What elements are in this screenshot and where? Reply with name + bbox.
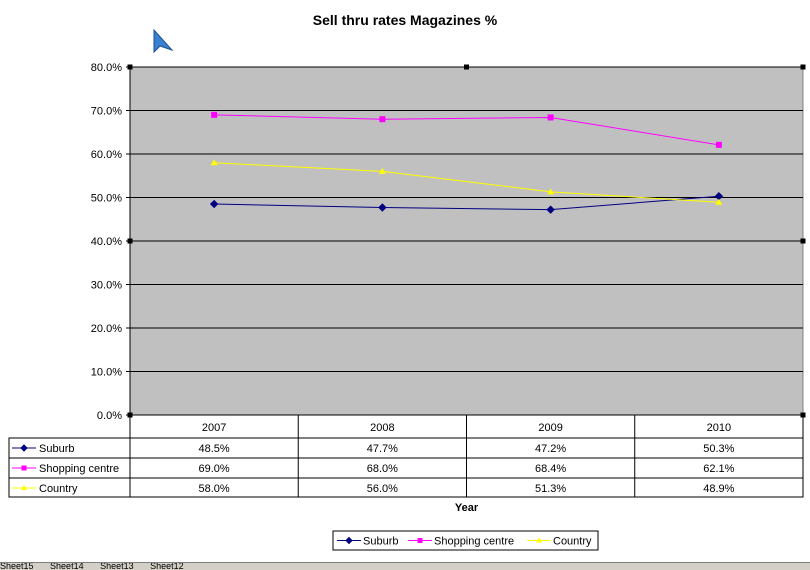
data-point xyxy=(715,141,722,148)
data-point xyxy=(379,116,386,123)
data-label: 47.7% xyxy=(367,443,398,455)
table-legend-marker xyxy=(21,465,27,471)
legend-entry: Suburb xyxy=(363,536,398,548)
legend xyxy=(332,530,599,551)
selection-handle xyxy=(127,64,133,70)
series-line-shopping-centre xyxy=(214,114,719,146)
selection-handle xyxy=(800,64,806,70)
data-label: 69.0% xyxy=(199,463,230,475)
table-series-label: Shopping centre xyxy=(39,463,119,475)
data-label: 58.0% xyxy=(199,483,230,495)
x-axis-label: Year xyxy=(455,502,479,514)
mouse-cursor-icon xyxy=(153,28,174,54)
legend-entry: Country xyxy=(553,536,592,548)
series-line-country xyxy=(214,162,719,203)
y-tick-label: 30.0% xyxy=(91,280,122,292)
sheet-tab[interactable]: Sheet13 xyxy=(100,562,134,570)
legend-entry: Shopping centre xyxy=(434,536,514,548)
legend-marker xyxy=(417,538,423,543)
table-legend-marker xyxy=(20,444,28,452)
data-point xyxy=(378,167,386,174)
data-point xyxy=(547,188,555,195)
data-point xyxy=(715,198,723,205)
y-tick-label: 20.0% xyxy=(91,323,122,335)
data-label: 48.5% xyxy=(199,443,230,455)
table-series-label: Country xyxy=(39,483,78,495)
selection-handle xyxy=(800,238,806,244)
y-tick-label: 40.0% xyxy=(91,236,122,248)
sheet-tab[interactable]: Sheet14 xyxy=(50,562,84,570)
series-line-suburb xyxy=(214,195,719,211)
data-label: 68.4% xyxy=(535,463,566,475)
legend-marker xyxy=(536,537,542,543)
data-table-border xyxy=(8,437,804,498)
y-tick-label: 70.0% xyxy=(91,106,122,118)
selection-handle xyxy=(464,64,469,70)
x-tick-label: 2007 xyxy=(202,422,226,434)
data-label: 50.3% xyxy=(703,443,734,455)
data-label: 68.0% xyxy=(367,463,398,475)
x-tick-label: 2008 xyxy=(370,422,394,434)
data-point xyxy=(547,114,554,121)
data-point xyxy=(378,203,387,212)
chart-title: Sell thru rates Magazines % xyxy=(312,12,498,28)
data-point xyxy=(209,199,219,209)
y-tick-label: 10.0% xyxy=(91,367,122,379)
y-tick-label: 60.0% xyxy=(91,149,122,161)
x-tick-label: 2009 xyxy=(538,422,562,434)
data-label: 47.2% xyxy=(535,443,566,455)
selection-handle xyxy=(127,238,133,244)
data-label: 48.9% xyxy=(703,483,734,495)
y-tick-label: 0.0% xyxy=(97,410,122,422)
sheet-tab[interactable]: Sheet15 xyxy=(0,562,34,570)
table-legend-marker xyxy=(21,485,27,490)
legend-marker xyxy=(345,536,353,545)
data-point xyxy=(546,205,555,214)
sheet-tab-bar[interactable]: Sheet15 Sheet14 Sheet13 Sheet12 xyxy=(0,562,810,570)
x-tick-label: 2010 xyxy=(707,422,731,434)
data-label: 51.3% xyxy=(535,483,566,495)
data-label: 62.1% xyxy=(703,463,734,475)
sheet-tab[interactable]: Sheet12 xyxy=(150,562,184,570)
data-point xyxy=(210,159,218,166)
data-label: 56.0% xyxy=(367,483,398,495)
data-point xyxy=(211,111,218,118)
table-series-label: Suburb xyxy=(39,443,74,455)
y-tick-label: 50.0% xyxy=(91,193,122,205)
y-tick-label: 80.0% xyxy=(91,62,122,74)
